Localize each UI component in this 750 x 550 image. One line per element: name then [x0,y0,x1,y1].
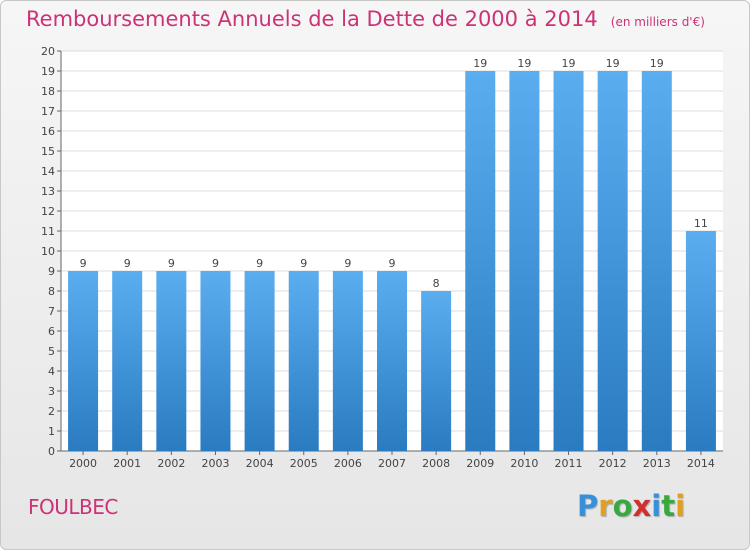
bar-2008 [421,291,452,451]
x-tick-label: 2007 [378,457,406,470]
y-tick-label: 7 [48,305,55,318]
x-tick-label: 2000 [69,457,97,470]
data-label-2000: 9 [80,257,87,270]
data-label-2010: 19 [517,57,531,70]
bar-2009 [465,71,496,451]
data-label-2011: 19 [562,57,576,70]
y-tick-label: 3 [48,385,55,398]
data-label-2013: 19 [650,57,664,70]
x-tick-label: 2001 [113,457,141,470]
x-tick-label: 2008 [422,457,450,470]
bar-2005 [288,271,319,451]
x-tick-label: 2002 [157,457,185,470]
logo-letter: x [632,489,652,523]
logo-letter: t [661,489,676,523]
data-label-2008: 8 [433,277,440,290]
y-tick-label: 14 [41,165,55,178]
bar-2002 [156,271,187,451]
logo-letter: r [598,489,613,523]
y-tick-label: 11 [41,225,55,238]
proxiti-logo: Proxiti [577,489,685,523]
y-tick-label: 6 [48,325,55,338]
y-tick-label: 13 [41,185,55,198]
bar-2001 [112,271,143,451]
bar-2006 [332,271,363,451]
y-tick-label: 17 [41,105,55,118]
x-tick-label: 2009 [466,457,494,470]
logo-letter: i [675,489,686,523]
y-tick-label: 12 [41,205,55,218]
x-tick-label: 2006 [334,457,362,470]
x-tick-label: 2011 [555,457,583,470]
bar-2000 [68,271,99,451]
chart-title-block: Remboursements Annuels de la Dette de 20… [26,7,705,31]
data-label-2006: 9 [344,257,351,270]
y-tick-label: 19 [41,65,55,78]
y-tick-label: 9 [48,265,55,278]
data-label-2005: 9 [300,257,307,270]
y-tick-label: 0 [48,445,55,458]
x-tick-label: 2010 [510,457,538,470]
y-tick-label: 1 [48,425,55,438]
bar-2010 [509,71,540,451]
bar-2014 [685,231,716,451]
logo-letter: P [577,489,599,523]
chart-title: Remboursements Annuels de la Dette de 20… [26,7,598,31]
chart-unit-note: (en milliers d'€) [610,15,705,29]
x-tick-label: 2004 [246,457,274,470]
y-tick-label: 20 [41,45,55,58]
x-tick-label: 2014 [687,457,715,470]
logo-letter: i [651,489,662,523]
y-tick-label: 8 [48,285,55,298]
bar-2003 [200,271,231,451]
data-label-2001: 9 [124,257,131,270]
y-tick-label: 4 [48,365,55,378]
x-tick-label: 2013 [643,457,671,470]
data-label-2012: 19 [606,57,620,70]
y-tick-label: 2 [48,405,55,418]
y-tick-label: 18 [41,85,55,98]
x-tick-label: 2003 [201,457,229,470]
bar-2011 [553,71,584,451]
y-tick-label: 10 [41,245,55,258]
bar-2013 [641,71,672,451]
bar-2007 [377,271,407,451]
data-label-2004: 9 [256,257,263,270]
data-label-2002: 9 [168,257,175,270]
data-label-2009: 19 [473,57,487,70]
data-label-2003: 9 [212,257,219,270]
x-tick-label: 2005 [290,457,318,470]
y-tick-label: 16 [41,125,55,138]
bar-2012 [597,71,628,451]
data-label-2007: 9 [389,257,396,270]
commune-name: FOULBEC [28,495,118,519]
bar-2004 [244,271,275,451]
data-label-2014: 11 [694,217,708,230]
x-tick-label: 2012 [599,457,627,470]
y-tick-label: 5 [48,345,55,358]
y-tick-label: 15 [41,145,55,158]
logo-letter: o [612,489,633,523]
